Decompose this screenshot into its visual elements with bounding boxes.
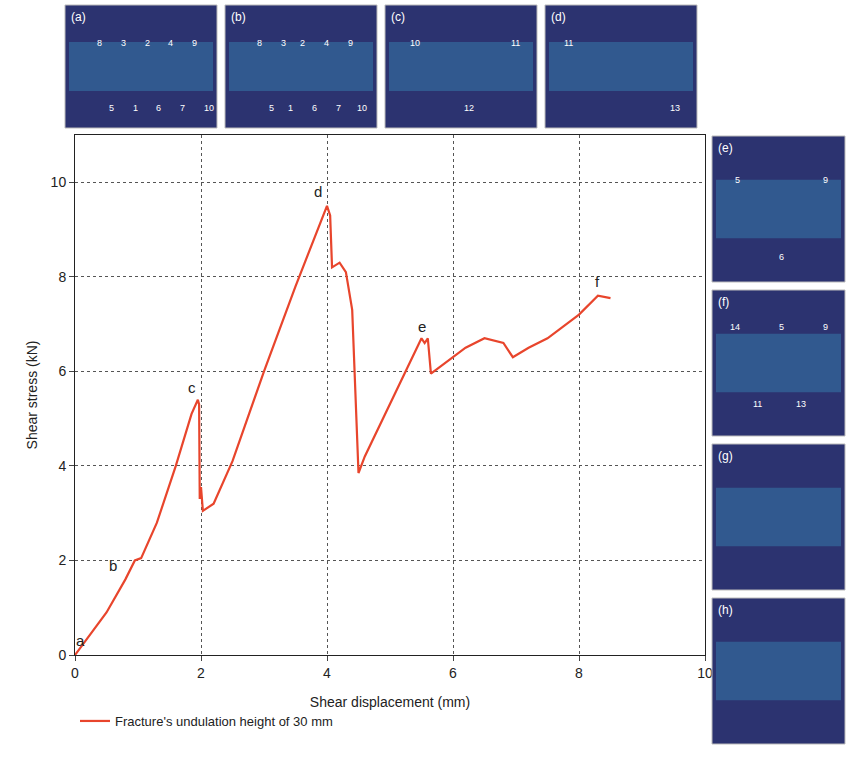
svg-text:10: 10 <box>410 38 420 48</box>
svg-text:11: 11 <box>564 38 573 48</box>
svg-text:8: 8 <box>575 665 583 681</box>
svg-text:0: 0 <box>71 665 79 681</box>
svg-text:d: d <box>314 183 322 200</box>
svg-text:10: 10 <box>357 103 367 113</box>
svg-text:14: 14 <box>730 322 740 332</box>
svg-text:(h): (h) <box>718 603 733 617</box>
svg-text:7: 7 <box>336 103 341 113</box>
svg-text:7: 7 <box>180 103 185 113</box>
svg-text:11: 11 <box>753 399 762 409</box>
svg-text:10: 10 <box>697 665 713 681</box>
svg-text:5: 5 <box>109 103 114 113</box>
svg-text:3: 3 <box>121 38 126 48</box>
svg-text:4: 4 <box>168 38 173 48</box>
svg-text:5: 5 <box>269 103 274 113</box>
svg-text:Shear stress (kN): Shear stress (kN) <box>24 341 40 450</box>
svg-text:4: 4 <box>58 458 66 474</box>
svg-text:11: 11 <box>511 38 520 48</box>
svg-text:(c): (c) <box>391 10 405 24</box>
svg-text:c: c <box>188 379 196 396</box>
svg-text:(g): (g) <box>718 449 733 463</box>
svg-text:4: 4 <box>323 665 331 681</box>
svg-text:(d): (d) <box>551 10 566 24</box>
svg-text:1: 1 <box>288 103 293 113</box>
svg-text:(a): (a) <box>71 10 86 24</box>
svg-text:(b): (b) <box>231 10 246 24</box>
svg-text:b: b <box>109 557 117 574</box>
svg-text:8: 8 <box>257 38 262 48</box>
svg-text:(f): (f) <box>718 295 729 309</box>
svg-text:5: 5 <box>779 322 784 332</box>
svg-text:6: 6 <box>779 252 784 262</box>
svg-text:2: 2 <box>58 552 66 568</box>
svg-text:13: 13 <box>670 103 680 113</box>
svg-text:9: 9 <box>823 175 828 185</box>
svg-text:2: 2 <box>145 38 150 48</box>
svg-text:6: 6 <box>312 103 317 113</box>
svg-text:0: 0 <box>58 647 66 663</box>
svg-text:12: 12 <box>464 103 474 113</box>
svg-text:1: 1 <box>133 103 138 113</box>
svg-text:3: 3 <box>281 38 286 48</box>
svg-text:13: 13 <box>796 399 806 409</box>
svg-text:4: 4 <box>324 38 329 48</box>
svg-text:(e): (e) <box>718 141 733 155</box>
svg-text:6: 6 <box>449 665 457 681</box>
svg-text:8: 8 <box>58 269 66 285</box>
svg-text:9: 9 <box>192 38 197 48</box>
svg-text:2: 2 <box>300 38 305 48</box>
svg-text:2: 2 <box>197 665 205 681</box>
svg-text:5: 5 <box>735 175 740 185</box>
svg-text:a: a <box>76 632 85 649</box>
svg-text:e: e <box>418 318 426 335</box>
svg-text:6: 6 <box>58 363 66 379</box>
svg-text:6: 6 <box>156 103 161 113</box>
svg-text:9: 9 <box>823 322 828 332</box>
svg-text:Fracture's undulation height o: Fracture's undulation height of 30 mm <box>115 714 333 729</box>
svg-text:f: f <box>595 273 600 290</box>
svg-text:10: 10 <box>51 174 67 190</box>
svg-text:8: 8 <box>97 38 102 48</box>
svg-text:9: 9 <box>348 38 353 48</box>
svg-text:Shear displacement (mm): Shear displacement (mm) <box>310 694 470 710</box>
svg-text:10: 10 <box>204 103 214 113</box>
